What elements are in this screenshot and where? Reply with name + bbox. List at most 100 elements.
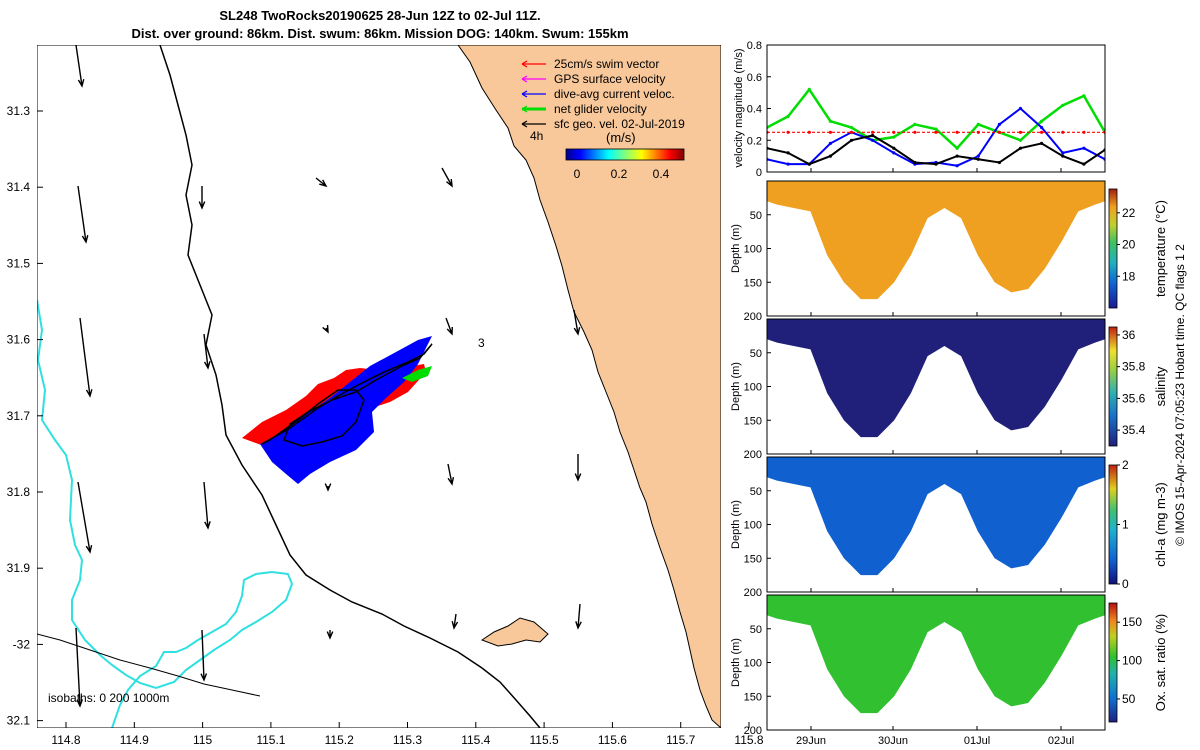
velocity-y-tick-label: 0 bbox=[756, 167, 762, 179]
depth-tick-label: 200 bbox=[744, 725, 762, 737]
velocity-point bbox=[913, 130, 917, 134]
isobath-extra bbox=[37, 633, 261, 697]
colorbar-tick-label: 35.4 bbox=[1122, 423, 1146, 437]
velocity-arrow-icon bbox=[198, 186, 206, 210]
colorbar-tick-label: 0 bbox=[1122, 577, 1129, 591]
velocity-point bbox=[1018, 130, 1023, 134]
legend-arrowhead-icon bbox=[521, 105, 528, 113]
speed-colorbar bbox=[565, 148, 685, 161]
velocity-point bbox=[1082, 94, 1086, 98]
colorbar-tick-label: 22 bbox=[1122, 206, 1136, 220]
depth-tick-label: 100 bbox=[744, 244, 762, 256]
velocity-point bbox=[892, 146, 896, 150]
depth-tick-label: 150 bbox=[744, 277, 762, 289]
map-y-tick-label: 31.8 bbox=[7, 485, 31, 499]
velocity-arrow-icon bbox=[326, 630, 334, 640]
legend-label: 25cm/s swim vector bbox=[554, 57, 659, 71]
surface-velocity-arrows bbox=[75, 45, 582, 708]
velocity-point bbox=[786, 162, 790, 166]
velocity-point bbox=[828, 141, 833, 145]
velocity-arrow-icon bbox=[574, 454, 582, 482]
velocity-y-tick-label: 0.8 bbox=[747, 40, 762, 52]
velocity-arrow-icon bbox=[203, 481, 211, 530]
velocity-point bbox=[997, 130, 1002, 134]
figure-title-line1: SL248 TwoRocks20190625 28-Jun 12Z to 02-… bbox=[219, 8, 541, 23]
velocity-point bbox=[955, 154, 959, 158]
velocity-point bbox=[997, 160, 1002, 165]
velocity-arrow-icon bbox=[77, 481, 93, 554]
map-y-tick-label: 31.4 bbox=[7, 180, 31, 194]
rottnest-island bbox=[480, 617, 549, 647]
velocity-point bbox=[849, 125, 854, 130]
legend-label: sfc geo. vel. 02-Jul-2019 bbox=[554, 117, 685, 131]
colorbar-label: salinity bbox=[1153, 366, 1168, 406]
section-chlorophyll: 50 100 150 200 Depth (m) 0 1 2 chl-a (mg m-3) bbox=[730, 456, 1168, 599]
depth-tick-label: 200 bbox=[744, 449, 762, 461]
velocity-point bbox=[1018, 106, 1023, 111]
legend-arrowhead-icon bbox=[521, 75, 528, 83]
surface-layer bbox=[767, 595, 1105, 601]
velocity-point bbox=[1040, 125, 1044, 130]
map-y-tick-label: -32 bbox=[13, 637, 31, 651]
velocity-point bbox=[976, 154, 980, 158]
depth-tick-label: 100 bbox=[744, 658, 762, 670]
colorbar-tick-label: 35.8 bbox=[1122, 360, 1146, 374]
time-tick-label: 01Jul bbox=[964, 735, 990, 747]
velocity-arrow-icon bbox=[451, 613, 459, 630]
glider-track bbox=[242, 336, 433, 484]
velocity-point bbox=[871, 133, 875, 138]
colorbar-tick-label: 2 bbox=[1122, 458, 1129, 472]
velocity-point bbox=[849, 130, 854, 134]
velocity-point bbox=[828, 154, 833, 158]
velocity-point bbox=[1061, 130, 1065, 134]
colorbar-tick-label: 150 bbox=[1122, 615, 1142, 629]
velocity-y-tick-label: 0.6 bbox=[747, 72, 762, 84]
velocity-arrow-icon bbox=[203, 333, 211, 370]
velocity-point bbox=[807, 162, 811, 166]
velocity-point bbox=[934, 162, 938, 166]
velocity-arrow-icon bbox=[447, 463, 455, 486]
velocity-point bbox=[1040, 141, 1044, 145]
section-field bbox=[767, 457, 1105, 576]
velocity-point bbox=[1061, 154, 1065, 158]
velocity-point bbox=[976, 130, 980, 134]
isobath-1000m bbox=[37, 299, 294, 728]
section-field bbox=[767, 595, 1105, 714]
colorbar-label: Ox. sat. ratio (%) bbox=[1153, 614, 1168, 712]
velocity-point bbox=[955, 164, 959, 168]
velocity-point bbox=[1082, 162, 1086, 166]
time-tick-label: 30Jun bbox=[878, 735, 908, 747]
colorbar-label: chl-a (mg m-3) bbox=[1153, 482, 1168, 567]
velocity-arrow-icon bbox=[315, 177, 328, 188]
colorbar-label: temperature (°C) bbox=[1153, 200, 1168, 297]
velocity-point bbox=[786, 114, 790, 118]
speed-colorbar-ticks: 0 0.2 0.4 bbox=[574, 167, 670, 181]
velocity-arrow-icon bbox=[77, 185, 89, 244]
velocity-arrow-icon bbox=[575, 603, 582, 630]
depth-tick-label: 150 bbox=[744, 415, 762, 427]
map-x-tick-label: 115 bbox=[193, 733, 212, 747]
section-field bbox=[767, 181, 1105, 300]
time-tick-label: 29Jun bbox=[796, 735, 826, 747]
colorbar-tick-label: 0 bbox=[574, 167, 581, 181]
velocity-arrow-icon bbox=[573, 309, 581, 336]
velocity-point bbox=[786, 130, 790, 134]
depth-tick-label: 100 bbox=[744, 382, 762, 394]
section-colorbar bbox=[1108, 326, 1118, 447]
track-label-3: 3 bbox=[478, 336, 485, 350]
depth-tick-label: 200 bbox=[744, 311, 762, 323]
map-y-tick-label: 31.6 bbox=[7, 333, 31, 347]
depth-axis-label: Depth (m) bbox=[730, 362, 742, 411]
colorbar-tick-label: 36 bbox=[1122, 328, 1136, 342]
surface-layer bbox=[767, 457, 1105, 463]
map-x-tick-label: 115.8 bbox=[734, 733, 763, 747]
map-y-tick-label: 31.3 bbox=[7, 104, 31, 118]
map-x-tick-label: 115.3 bbox=[393, 733, 422, 747]
velocity-y-ticks: 0 0.2 0.4 0.6 0.8 bbox=[747, 40, 771, 179]
velocity-point bbox=[828, 119, 833, 123]
depth-tick-label: 50 bbox=[750, 210, 762, 222]
velocity-point bbox=[1040, 130, 1044, 134]
depth-tick-label: 50 bbox=[750, 486, 762, 498]
